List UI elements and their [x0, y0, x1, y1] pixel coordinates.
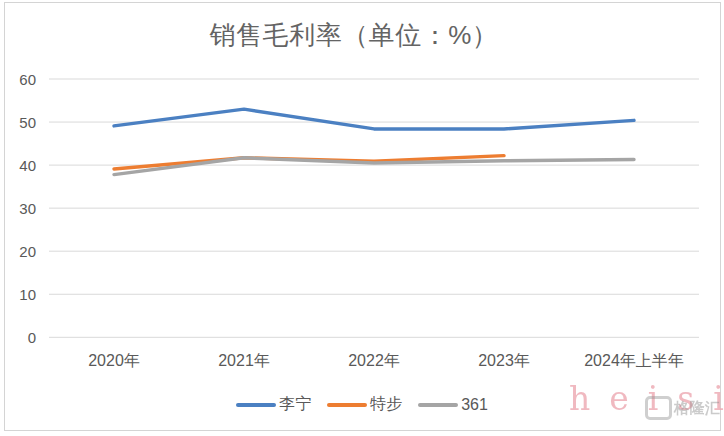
y-tick-label: 60	[0, 71, 36, 88]
y-tick-label: 50	[0, 114, 36, 131]
x-tick-label: 2020年	[88, 351, 140, 372]
x-tick-label: 2024年上半年	[584, 351, 684, 372]
y-tick-label: 20	[0, 243, 36, 260]
legend-label: 361	[461, 396, 488, 414]
legend-line-swatch	[236, 403, 276, 407]
legend-line-swatch	[418, 403, 458, 407]
legend-item-李宁: 李宁	[236, 394, 311, 415]
x-tick-label: 2023年	[478, 351, 530, 372]
y-tick-label: 30	[0, 200, 36, 217]
y-tick-label: 40	[0, 157, 36, 174]
series-line-李宁	[114, 109, 634, 129]
y-tick-label: 0	[0, 329, 36, 346]
legend-line-swatch	[327, 403, 367, 407]
watermark-logo-icon	[645, 396, 672, 420]
x-tick-label: 2021年	[218, 351, 270, 372]
legend-label: 李宁	[279, 394, 311, 415]
x-tick-label: 2022年	[348, 351, 400, 372]
legend-item-361: 361	[418, 396, 488, 414]
legend-label: 特步	[370, 394, 402, 415]
watermark-logo: 格隆汇	[645, 396, 721, 420]
y-tick-label: 10	[0, 286, 36, 303]
legend-item-特步: 特步	[327, 394, 402, 415]
